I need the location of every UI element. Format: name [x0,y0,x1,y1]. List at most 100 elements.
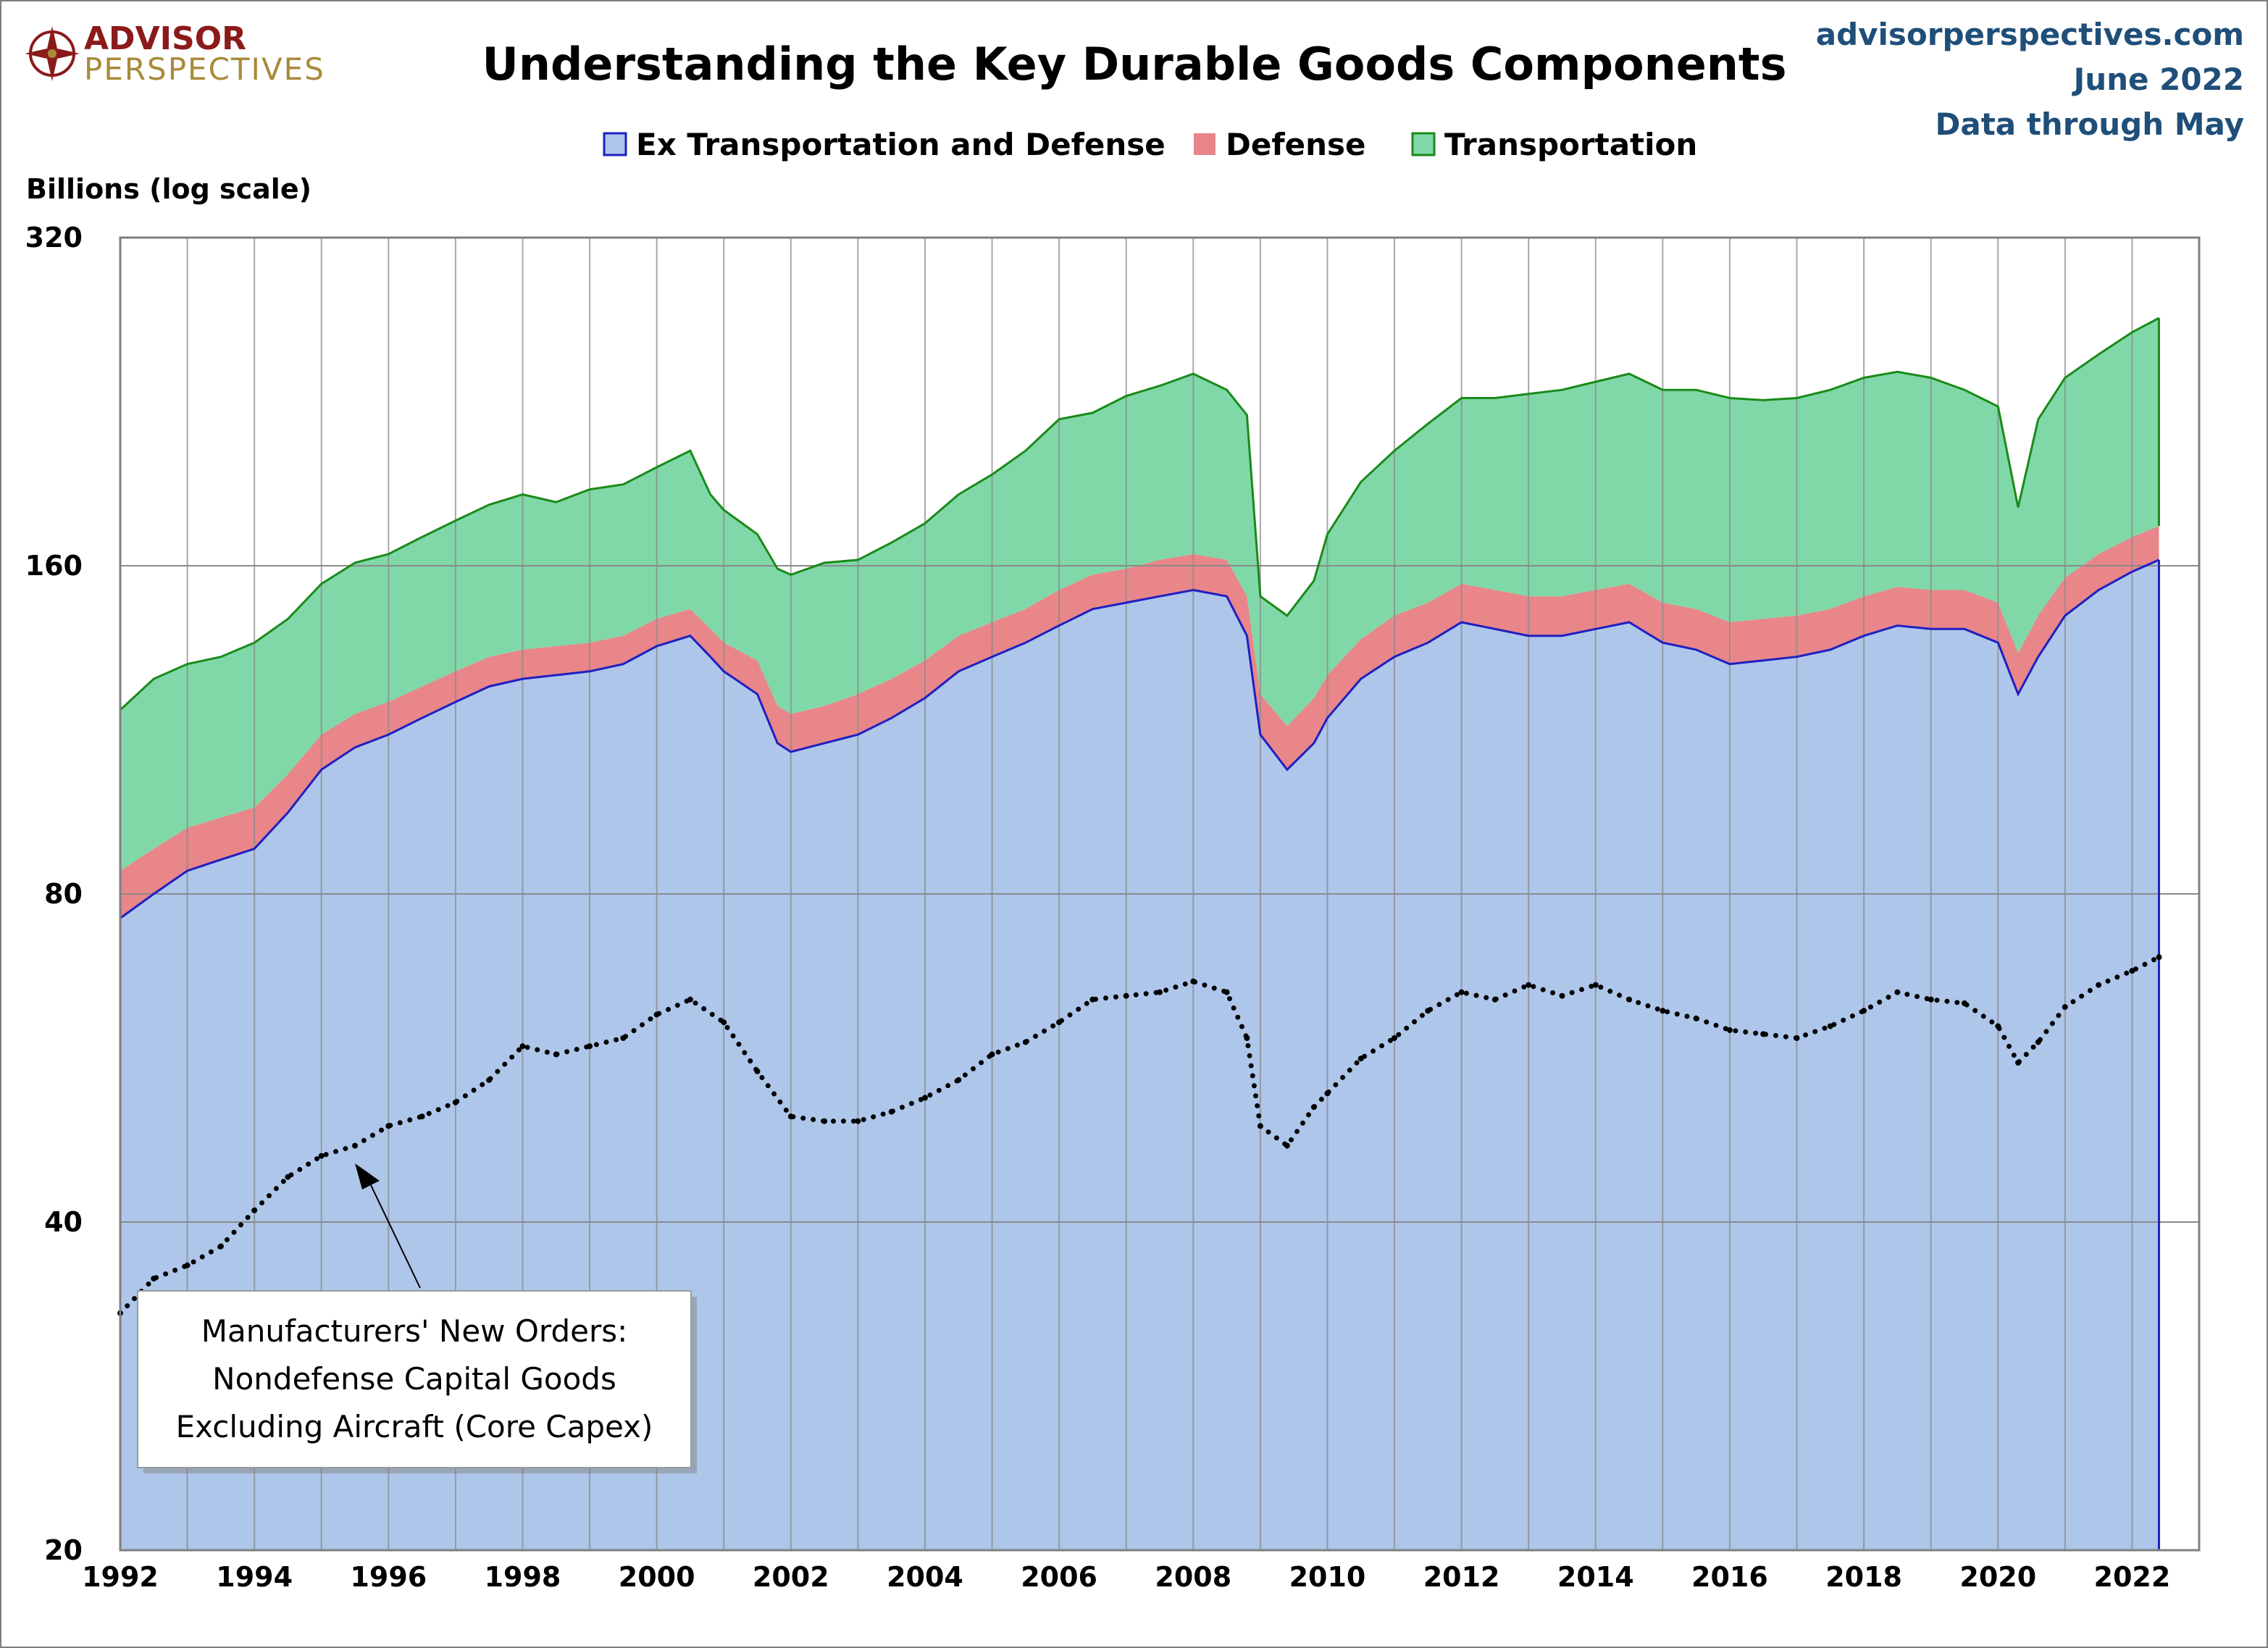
y-tick-label: 160 [25,550,83,582]
core-capex-point [1760,1031,1767,1037]
core-capex-point [855,1118,861,1124]
core-capex-point [184,1262,191,1268]
x-tick-label: 1994 [216,1561,293,1593]
core-capex-point [1693,1015,1699,1021]
annotation-box [137,1290,692,1468]
x-tick-label: 2004 [887,1561,963,1593]
core-capex-point [352,1142,358,1149]
core-capex-point [1310,1104,1317,1110]
x-tick-label: 1992 [82,1561,159,1593]
core-capex-point [2035,1039,2041,1045]
core-capex-point [2156,954,2162,961]
core-capex-point [1827,1023,1833,1029]
core-capex-point [385,1123,392,1129]
core-capex-point [1559,992,1565,999]
core-capex-point [1022,1039,1029,1045]
source-date: June 2022 [2072,62,2244,97]
x-tick-label: 2016 [1691,1561,1768,1593]
logo: ADVISOR PERSPECTIVES [25,20,325,87]
x-tick-label: 1996 [350,1561,427,1593]
core-capex-point [1726,1027,1733,1033]
source-data-through: Data through May [1935,106,2244,142]
core-capex-point [721,1019,727,1026]
legend-swatch-transportation [1411,132,1436,156]
annotation-leader [370,1184,421,1289]
x-tick-label: 2006 [1021,1561,1097,1593]
core-capex-point [1794,1035,1800,1041]
logo-line-2: PERSPECTIVES [84,51,325,87]
annotation-line-1: Manufacturers' New Orders: [201,1313,628,1349]
core-capex-point [1995,1023,2001,1029]
x-tick-labels: 1992 1994 1996 1998 2000 2002 2004 2006 2008 2010… [82,1561,2170,1593]
x-tick-label: 2002 [753,1561,829,1593]
core-capex-point [1626,996,1633,1003]
core-capex-point [452,1099,459,1105]
core-capex-point [1357,1055,1364,1062]
core-capex-point [821,1118,828,1124]
y-tick-label: 40 [44,1206,83,1238]
x-tick-label: 2010 [1289,1561,1366,1593]
annotation: Manufacturers' New Orders: Nondefense Ca… [137,1163,697,1473]
compass-rose-icon [25,26,80,81]
legend-swatch-defense [1194,133,1215,155]
core-capex-point [2096,982,2102,988]
x-tick-label: 2020 [1959,1561,2036,1593]
core-capex-point [1928,996,1934,1003]
core-capex-point [955,1076,962,1083]
y-tick-label: 320 [25,222,83,254]
core-capex-point [1592,982,1599,988]
core-capex-point [1660,1008,1666,1014]
y-axis-label: Billions (log scale) [26,173,311,205]
area-transportation [120,318,2159,871]
legend: Ex Transportation and Defense Defense Tr… [603,127,1697,162]
core-capex-point [1244,1035,1250,1041]
core-capex-point [687,996,693,1003]
core-capex-point [1962,1000,1967,1006]
logo-line-1: ADVISOR [84,20,246,57]
core-capex-point [2129,968,2135,974]
line-ex-transportation-top [120,559,2160,919]
core-capex-point [1056,1019,1063,1026]
core-capex-point [1123,992,1129,999]
line-transportation-top [119,317,2160,711]
core-capex-point [486,1076,493,1083]
x-tick-label: 2000 [619,1561,695,1593]
x-tick-label: 2022 [2094,1561,2171,1593]
annotation-line-2: Nondefense Capital Goods [212,1361,616,1397]
core-capex-point [151,1276,157,1281]
core-capex-point [251,1207,258,1213]
core-capex-point [1257,1123,1263,1129]
y-tick-label: 80 [44,878,83,910]
core-capex-point [285,1174,291,1180]
annotation-arrowhead-icon [355,1163,380,1189]
core-capex-point [519,1043,526,1050]
core-capex-point [620,1035,627,1041]
annotation-line-3: Excluding Aircraft (Core Capex) [176,1409,653,1444]
core-capex-point [1157,989,1163,995]
core-capex-point [553,1051,559,1058]
chart-title: Understanding the Key Durable Goods Comp… [482,38,1787,91]
area-defense [120,526,2159,919]
core-capex-point [922,1095,928,1101]
x-tick-label: 2008 [1155,1561,1231,1593]
core-capex-point [217,1243,224,1250]
core-capex-point [1284,1142,1290,1149]
core-capex-point [1324,1090,1331,1097]
core-capex-point [2062,1004,2068,1011]
core-capex-point [419,1113,425,1120]
core-capex-point [1861,1008,1867,1014]
legend-label-defense: Defense [1226,127,1366,162]
core-capex-point [1894,989,1901,995]
core-capex-point [653,1011,660,1018]
source-url: advisorperspectives.com [1816,17,2244,52]
core-capex-point [2015,1060,2021,1066]
core-capex-dots [117,954,2162,1316]
plot-border [119,236,2201,1552]
y-tick-labels: 320 160 80 40 20 [25,222,83,1566]
core-capex-point [318,1153,325,1159]
core-capex-point [1190,978,1197,984]
core-capex-point [1089,996,1096,1003]
legend-label-transportation: Transportation [1444,127,1697,162]
core-capex-point [1491,996,1498,1003]
